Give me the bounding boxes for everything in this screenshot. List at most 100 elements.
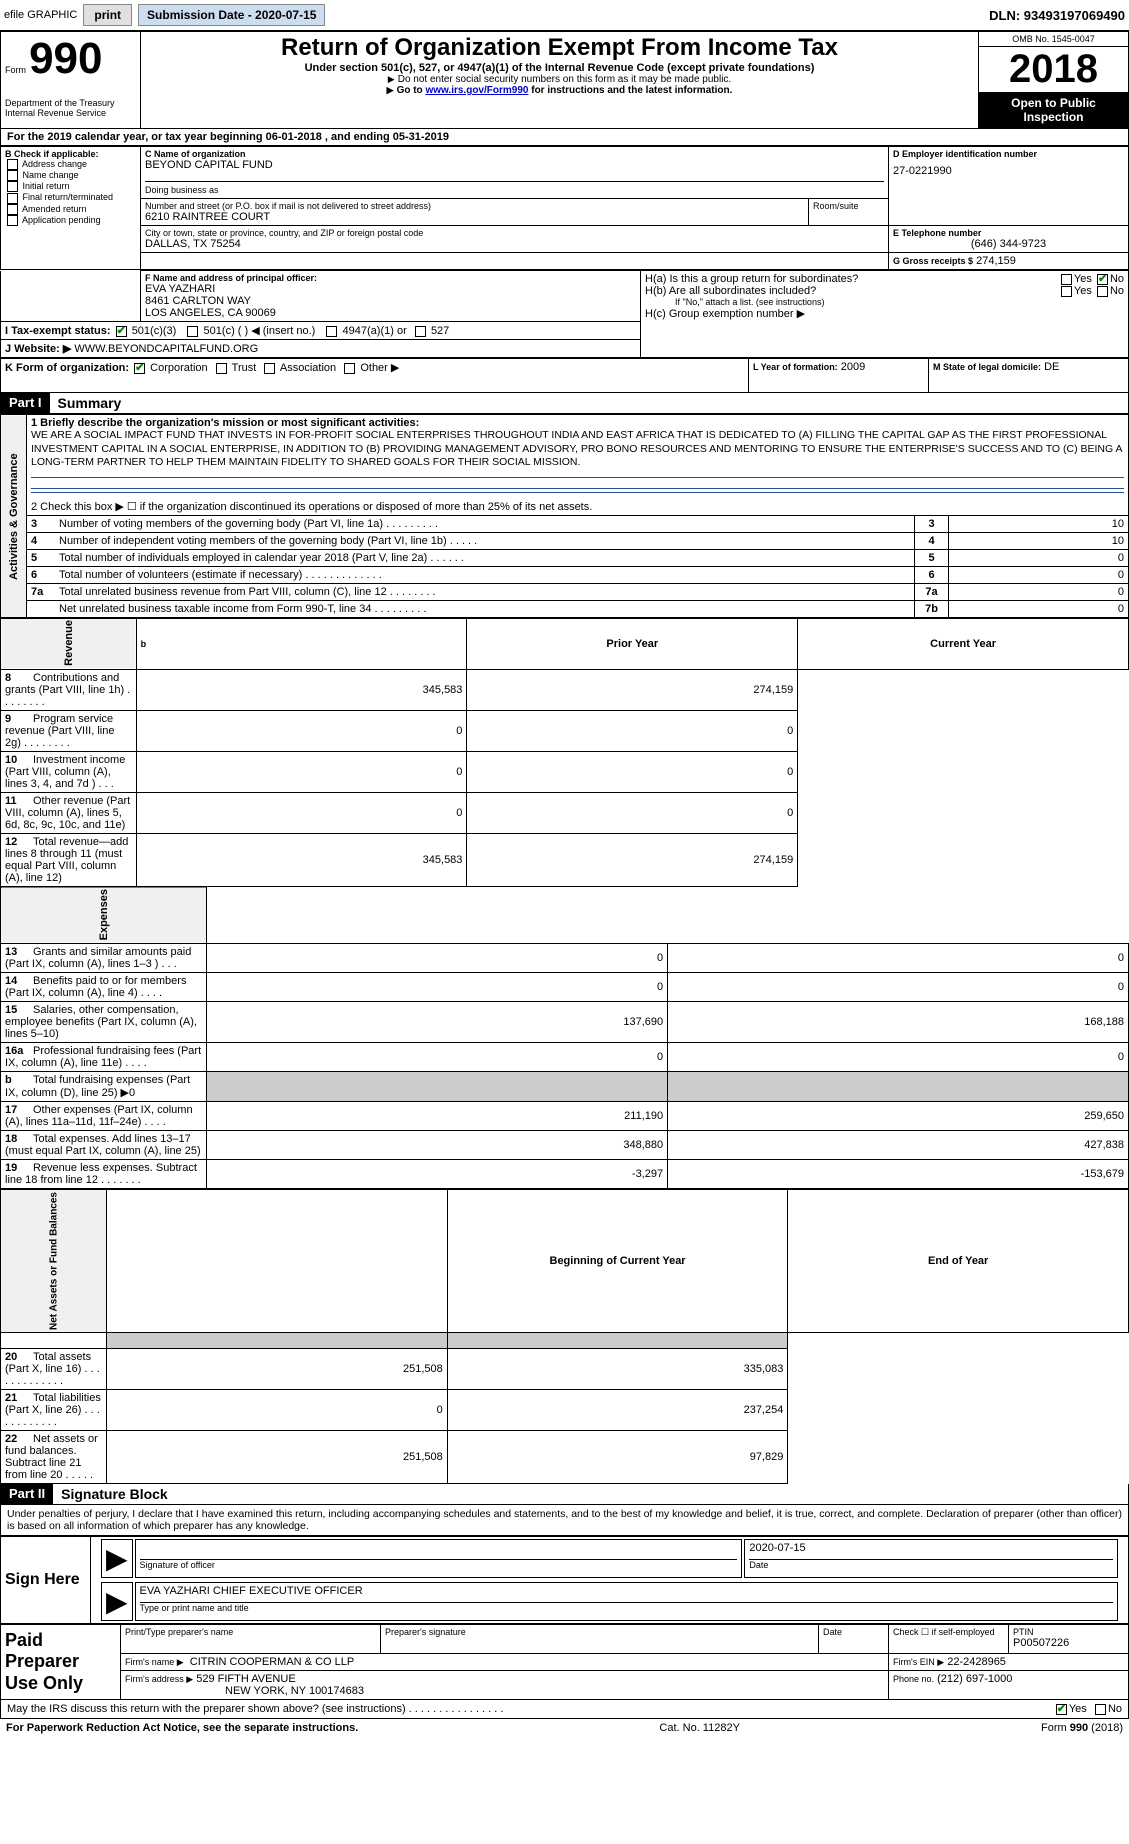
check-name-change[interactable]	[7, 170, 18, 181]
part2-title: Signature Block	[53, 1484, 176, 1504]
exp-row-b: bTotal fundraising expenses (Part IX, co…	[1, 1072, 1129, 1102]
footer-left: For Paperwork Reduction Act Notice, see …	[6, 1722, 358, 1734]
check-final-return[interactable]	[7, 193, 18, 204]
city-label: City or town, state or province, country…	[145, 228, 884, 238]
label-app-pending: Application pending	[22, 215, 101, 225]
discuss-yes-label: Yes	[1069, 1703, 1087, 1715]
print-button[interactable]: print	[83, 4, 132, 26]
entity-info: B Check if applicable: Address change Na…	[0, 146, 1129, 270]
officer-addr1: 8461 CARLTON WAY	[145, 295, 636, 307]
telephone: (646) 344-9723	[893, 238, 1124, 250]
check-assoc[interactable]	[264, 363, 275, 374]
opt-corp: Corporation	[150, 362, 207, 374]
exp-row-13: 13Grants and similar amounts paid (Part …	[1, 944, 1129, 973]
firm-ein: 22-2428965	[947, 1656, 1006, 1668]
officer-addr2: LOS ANGELES, CA 90069	[145, 307, 636, 319]
col-end: End of Year	[788, 1190, 1129, 1333]
irs-link[interactable]: www.irs.gov/Form990	[425, 85, 528, 96]
hb-yes[interactable]	[1061, 286, 1072, 297]
hc-label: H(c) Group exemption number ▶	[645, 307, 1124, 320]
firm-phone-label: Phone no.	[893, 1674, 934, 1684]
ag-row-6: 6Total number of volunteers (estimate if…	[1, 566, 1129, 583]
prep-name-label: Print/Type preparer's name	[125, 1627, 376, 1637]
addr-label: Number and street (or P.O. box if mail i…	[145, 201, 804, 211]
footer-right: Form 990 (2018)	[1041, 1722, 1123, 1734]
discuss-no[interactable]	[1095, 1704, 1106, 1715]
officer-name-title: EVA YAZHARI CHIEF EXECUTIVE OFFICER	[140, 1585, 363, 1597]
opt-527: 527	[431, 325, 449, 337]
ha-yes[interactable]	[1061, 274, 1072, 285]
box-l-label: L Year of formation:	[753, 362, 838, 372]
hb-no[interactable]	[1097, 286, 1108, 297]
check-527[interactable]	[415, 326, 426, 337]
part1-table: Activities & Governance 1 Briefly descri…	[0, 414, 1129, 618]
part1-title: Summary	[50, 393, 130, 413]
part2-number: Part II	[1, 1484, 53, 1504]
room-label: Room/suite	[813, 201, 884, 211]
check-501c3[interactable]	[116, 326, 127, 337]
opt-4947: 4947(a)(1) or	[343, 325, 407, 337]
box-i-label: I Tax-exempt status:	[5, 325, 111, 337]
discuss-yes[interactable]	[1056, 1704, 1067, 1715]
rev-row-12: 12Total revenue—add lines 8 through 11 (…	[1, 833, 1129, 886]
sign-arrow-icon: ▶	[101, 1539, 133, 1578]
sig-date-label: Date	[749, 1560, 1113, 1570]
mission-text: WE ARE A SOCIAL IMPACT FUND THAT INVESTS…	[31, 429, 1124, 470]
hb-note: If "No," attach a list. (see instruction…	[645, 297, 1124, 307]
officer-group-info: F Name and address of principal officer:…	[0, 270, 1129, 358]
check-4947[interactable]	[326, 326, 337, 337]
check-initial-return[interactable]	[7, 181, 18, 192]
dept-label: Department of the Treasury Internal Reve…	[5, 98, 136, 118]
na-row-21: 21Total liabilities (Part X, line 26) . …	[1, 1390, 1129, 1431]
no-label-2: No	[1110, 285, 1124, 297]
box-e-label: E Telephone number	[893, 228, 1124, 238]
gross-receipts: 274,159	[976, 255, 1016, 267]
footer-mid: Cat. No. 11282Y	[659, 1722, 740, 1734]
section-na-label: Net Assets or Fund Balances	[1, 1190, 107, 1333]
opt-trust: Trust	[232, 362, 257, 374]
yes-label-2: Yes	[1074, 285, 1092, 297]
box-f-label: F Name and address of principal officer:	[145, 273, 636, 283]
box-b-header: B Check if applicable:	[5, 149, 136, 159]
form-header: Form 990 Department of the Treasury Inte…	[0, 31, 1129, 129]
box-d-label: D Employer identification number	[893, 149, 1124, 159]
tax-year: 2018	[979, 47, 1128, 92]
opt-501c3: 501(c)(3)	[132, 325, 177, 337]
firm-addr1: 529 FIFTH AVENUE	[196, 1673, 295, 1685]
rev-row-10: 10Investment income (Part VIII, column (…	[1, 751, 1129, 792]
efile-label: efile GRAPHIC	[4, 9, 77, 21]
ag-row-3: 3Number of voting members of the governi…	[1, 515, 1129, 532]
submission-date: Submission Date - 2020-07-15	[138, 4, 325, 26]
paid-prep-label: Paid Preparer Use Only	[1, 1625, 121, 1700]
sig-date: 2020-07-15	[749, 1542, 1113, 1560]
line2-text: 2 Check this box ▶ ☐ if the organization…	[31, 501, 592, 513]
klm-row: K Form of organization: Corporation Trus…	[0, 358, 1129, 393]
ha-no[interactable]	[1097, 274, 1108, 285]
self-emp-label: Check ☐ if self-employed	[893, 1627, 1004, 1638]
check-501c[interactable]	[187, 326, 198, 337]
expenses-table: Expenses 13Grants and similar amounts pa…	[0, 887, 1129, 1189]
na-row-20: 20Total assets (Part X, line 16) . . . .…	[1, 1349, 1129, 1390]
officer-name: EVA YAZHARI	[145, 283, 636, 295]
form-label: Form	[5, 65, 26, 75]
na-spacer	[1, 1333, 1129, 1349]
ha-label: H(a) Is this a group return for subordin…	[645, 273, 980, 285]
check-other[interactable]	[344, 363, 355, 374]
check-address-change[interactable]	[7, 159, 18, 170]
officer-signature-line[interactable]	[140, 1542, 738, 1560]
prep-sig-label: Preparer's signature	[385, 1627, 814, 1637]
year-formation: 2009	[841, 361, 865, 373]
check-trust[interactable]	[216, 363, 227, 374]
firm-phone: (212) 697-1000	[937, 1673, 1012, 1685]
check-corp[interactable]	[134, 363, 145, 374]
exp-row-18: 18Total expenses. Add lines 13–17 (must …	[1, 1131, 1129, 1160]
firm-addr-label: Firm's address ▶	[125, 1674, 193, 1684]
firm-name: CITRIN COOPERMAN & CO LLP	[190, 1656, 354, 1668]
check-amended-return[interactable]	[7, 204, 18, 215]
check-app-pending[interactable]	[7, 215, 18, 226]
goto-prefix: Go to	[387, 85, 426, 96]
type-name-label: Type or print name and title	[140, 1603, 1113, 1613]
opt-assoc: Association	[280, 362, 336, 374]
paid-preparer-block: Paid Preparer Use Only Print/Type prepar…	[0, 1624, 1129, 1700]
ag-row-5: 5Total number of individuals employed in…	[1, 549, 1129, 566]
